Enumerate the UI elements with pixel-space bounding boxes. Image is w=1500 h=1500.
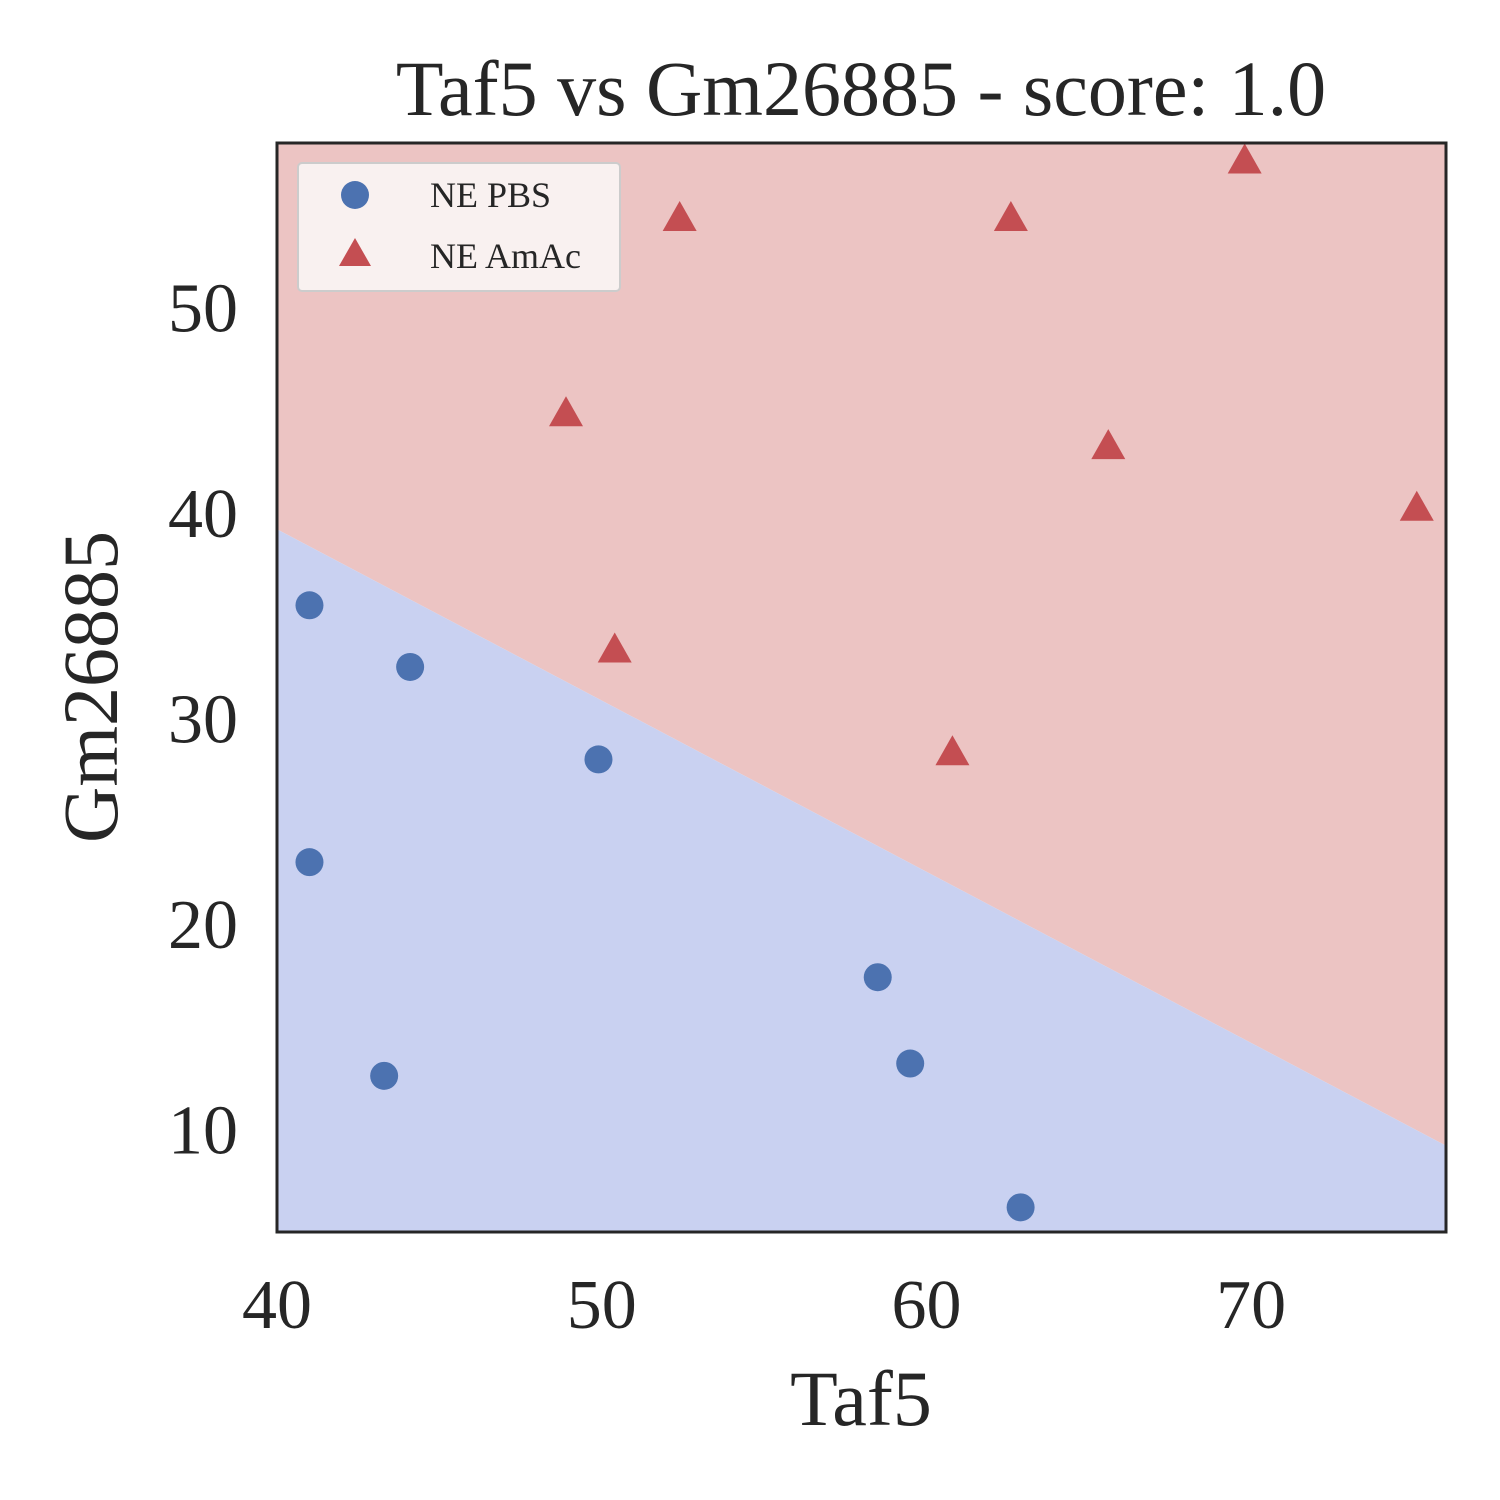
point-ne-amac-7 (1227, 143, 1262, 174)
point-ne-amac-4 (993, 201, 1028, 232)
y-tick-label: 50 (168, 270, 238, 347)
region-ne-pbs (277, 529, 1446, 1232)
y-axis-label: Gm26885 (47, 531, 134, 843)
region-ne-amac (277, 143, 1446, 1146)
legend-label-ne-pbs: NE PBS (430, 175, 551, 215)
point-ne-amac-6 (1091, 429, 1126, 460)
x-tick-label: 40 (242, 1267, 312, 1344)
y-tick-label: 10 (168, 1092, 238, 1169)
point-ne-pbs-2 (396, 652, 425, 681)
legend: NE PBS NE AmAc (297, 162, 621, 292)
legend-marker-ne-amac (339, 238, 371, 266)
plot-frame (275, 141, 1448, 1234)
legend-box (297, 162, 621, 292)
point-ne-amac-8 (1399, 490, 1434, 521)
y-tick-label: 20 (168, 887, 238, 964)
point-ne-pbs-6 (863, 963, 892, 992)
point-ne-amac-1 (549, 396, 584, 427)
legend-marker-ne-pbs (341, 181, 369, 209)
point-ne-pbs-8 (1006, 1193, 1035, 1222)
point-ne-amac-3 (662, 201, 697, 232)
point-ne-pbs-4 (295, 848, 324, 877)
point-ne-amac-5 (935, 735, 970, 766)
point-ne-amac-2 (597, 632, 632, 663)
x-tick-label: 50 (567, 1267, 637, 1344)
x-tick-label: 70 (1216, 1267, 1286, 1344)
x-tick-label: 60 (891, 1267, 961, 1344)
y-tick-label: 30 (168, 681, 238, 758)
point-ne-pbs-1 (295, 591, 324, 620)
chart-title: Taf5 vs Gm26885 - score: 1.0 (396, 45, 1326, 132)
y-tick-label: 40 (168, 476, 238, 553)
legend-label-ne-amac: NE AmAc (430, 236, 581, 276)
x-axis-label: Taf5 (790, 1355, 932, 1442)
point-ne-pbs-7 (896, 1049, 925, 1078)
point-ne-pbs-3 (584, 745, 613, 774)
point-ne-pbs-5 (370, 1061, 399, 1090)
